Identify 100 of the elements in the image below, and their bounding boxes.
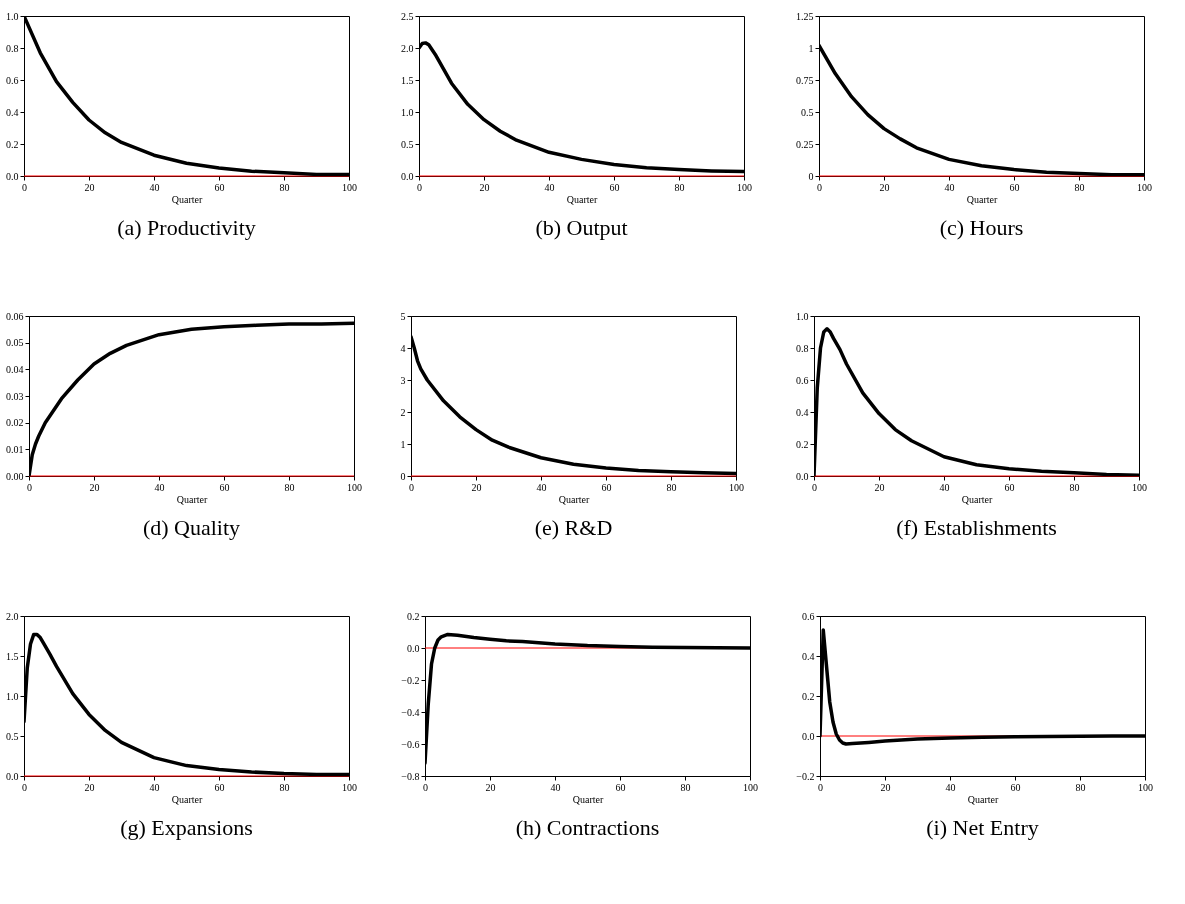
x-axis-title: Quarter [572,793,604,805]
x-tick-label: 60 [1004,481,1015,493]
x-tick-label: 40 [544,181,555,193]
x-tick-label: 100 [1137,181,1152,193]
y-tick-label: −0.2 [796,770,815,782]
y-tick-label: 1.5 [401,74,414,86]
text: (g) Expansions [120,815,253,840]
y-tick-label: 0.4 [6,106,19,118]
x-tick-label: 0 [423,781,428,793]
x-tick-label: 40 [939,481,950,493]
text: (h) Contractions [515,815,660,840]
x-tick-label: 80 [279,781,290,793]
y-tick-label: 0.8 [796,342,809,354]
x-tick-label: 80 [279,181,290,193]
y-tick-label: 0.2 [407,610,420,622]
y-tick-label: 2.0 [6,610,19,622]
x-tick-label: 40 [149,181,160,193]
y-tick-label: 0.2 [796,438,809,450]
x-tick-label: 40 [154,481,165,493]
x-tick-label: 60 [214,181,225,193]
x-tick-label: 100 [342,181,357,193]
x-tick-label: 100 [743,781,758,793]
y-tick-label: 0.4 [796,406,809,418]
y-tick-label: −0.6 [401,738,420,750]
y-tick-label: 2.5 [401,10,414,22]
x-tick-label: 40 [536,481,547,493]
x-tick-label: 80 [666,481,677,493]
x-axis-title: Quarter [171,193,203,205]
text: (d) Quality [142,515,241,540]
y-tick-label: 0.02 [6,417,24,429]
y-tick-label: 0.75 [796,74,814,86]
x-tick-label: 80 [284,481,295,493]
x-tick-label: 60 [1009,181,1020,193]
y-tick-label: 3 [400,374,406,386]
y-tick-label: −0.8 [401,770,420,782]
x-tick-label: 20 [880,781,891,793]
x-tick-label: 40 [550,781,561,793]
y-tick-label: 0.25 [796,138,814,150]
y-tick-label: 0.2 [802,690,815,702]
y-tick-label: 0.0 [6,170,19,182]
x-tick-label: 100 [1132,481,1147,493]
y-tick-label: 0.01 [6,443,24,455]
y-tick-label: 1 [400,438,406,450]
x-tick-label: 60 [1010,781,1021,793]
y-tick-label: 0.6 [6,74,19,86]
y-tick-label: 0 [400,470,406,482]
y-tick-label: 0.05 [6,337,24,349]
x-tick-label: 20 [84,781,95,793]
text: (i) Net Entry [926,815,1039,840]
x-tick-label: 60 [615,781,626,793]
y-tick-label: 5 [400,310,406,322]
y-tick-label: 0.0 [802,730,815,742]
x-axis-title: Quarter [967,793,999,805]
y-tick-label: 1.0 [6,10,19,22]
x-tick-label: 20 [485,781,496,793]
x-tick-label: 80 [680,781,691,793]
x-tick-label: 100 [1138,781,1153,793]
x-tick-label: 100 [342,781,357,793]
x-tick-label: 60 [214,781,225,793]
y-tick-label: 0.5 [6,730,19,742]
text: (e) R&D [534,515,613,540]
x-axis-title: Quarter [966,193,998,205]
y-tick-label: 4 [400,342,406,354]
y-tick-label: 0.5 [801,106,814,118]
y-tick-label: 2.0 [401,42,414,54]
y-tick-label: 0.8 [6,42,19,54]
text: (f) Establishments [896,515,1057,540]
x-tick-label: 100 [729,481,744,493]
y-tick-label: 2 [400,406,406,418]
y-tick-label: 1.0 [401,106,414,118]
x-tick-label: 80 [1075,781,1086,793]
x-tick-label: 20 [479,181,490,193]
x-tick-label: 100 [347,481,362,493]
y-tick-label: 0.06 [6,310,24,322]
x-tick-label: 0 [818,781,823,793]
y-tick-label: 0.2 [6,138,19,150]
x-tick-label: 60 [601,481,612,493]
y-tick-label: −0.4 [401,706,420,718]
y-tick-label: 0.0 [6,770,19,782]
y-tick-label: 1.0 [6,690,19,702]
y-tick-label: 1.5 [6,650,19,662]
y-tick-label: 1.25 [796,10,814,22]
y-tick-label: 1.0 [796,310,809,322]
x-tick-label: 0 [27,481,32,493]
y-tick-label: 0.0 [796,470,809,482]
x-tick-label: 80 [1074,181,1085,193]
x-tick-label: 80 [674,181,685,193]
x-tick-label: 20 [84,181,95,193]
text: (b) Output [535,215,628,240]
x-tick-label: 80 [1069,481,1080,493]
x-tick-label: 40 [944,181,955,193]
y-tick-label: 0.6 [796,374,809,386]
y-tick-label: 0.00 [6,470,24,482]
x-tick-label: 60 [609,181,620,193]
x-tick-label: 20 [879,181,890,193]
x-axis-title: Quarter [558,493,590,505]
x-tick-label: 40 [945,781,956,793]
y-tick-label: 0.03 [6,390,24,402]
x-tick-label: 100 [737,181,752,193]
x-axis-title: Quarter [566,193,598,205]
